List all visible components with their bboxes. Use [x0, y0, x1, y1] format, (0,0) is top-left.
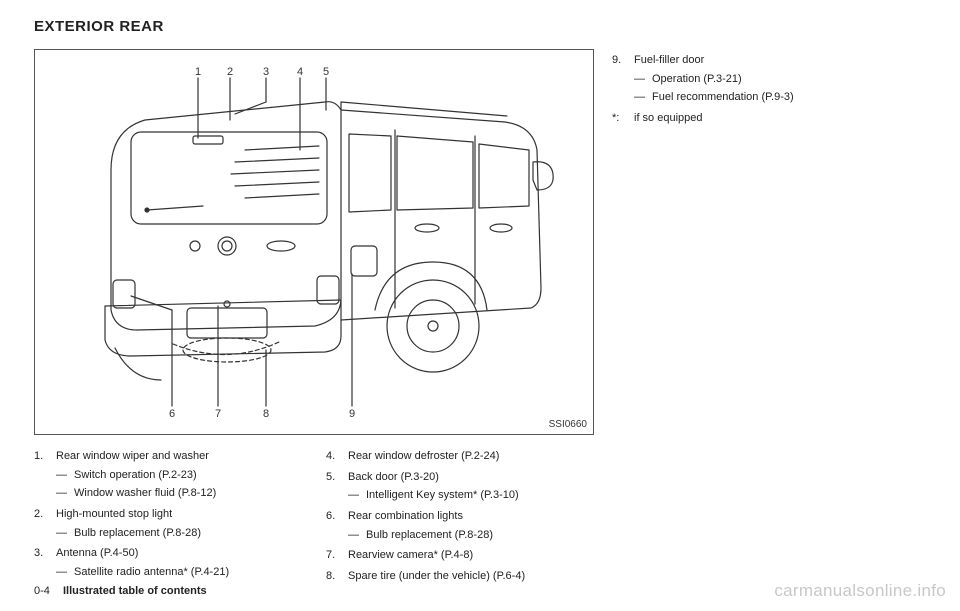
- left-column: 1 2 3 4 5 6 7 8 9: [34, 49, 594, 588]
- legend-title: Back door (P.3-20): [348, 468, 594, 487]
- legend-title: Spare tire (under the vehicle) (P.6-4): [348, 567, 594, 586]
- legend-number: 8.: [326, 567, 348, 586]
- legend-col-right: 4.Rear window defroster (P.2-24)5.Back d…: [326, 447, 594, 588]
- dash-icon: —: [56, 466, 74, 485]
- legend-subline: — Intelligent Key system* (P.3-10): [348, 486, 594, 505]
- legend-subline: — Window washer fluid (P.8-12): [56, 484, 302, 503]
- dash-icon: —: [634, 88, 652, 107]
- legend-title: Antenna (P.4-50): [56, 544, 302, 563]
- side-item: *:if so equipped: [612, 109, 912, 128]
- page-number: 0-4: [34, 585, 50, 597]
- dash-icon: —: [56, 484, 74, 503]
- side-subline: — Fuel recommendation (P.9-3): [634, 88, 912, 107]
- legend-subtext: Window washer fluid (P.8-12): [74, 484, 216, 503]
- dash-icon: —: [348, 486, 366, 505]
- legend-subtext: Intelligent Key system* (P.3-10): [366, 486, 519, 505]
- legend-number: 6.: [326, 507, 348, 544]
- legend-body: Rear window wiper and washer— Switch ope…: [56, 447, 302, 503]
- legend-subline: — Switch operation (P.2-23): [56, 466, 302, 485]
- legend-number: 3.: [34, 544, 56, 581]
- legend-number: 1.: [34, 447, 56, 503]
- side-title: Fuel-filler door: [634, 51, 912, 70]
- legend-body: Rearview camera* (P.4-8): [348, 546, 594, 565]
- legend-subline: — Bulb replacement (P.8-28): [56, 524, 302, 543]
- legend-number: 5.: [326, 468, 348, 505]
- legend-subline: — Bulb replacement (P.8-28): [348, 526, 594, 545]
- dash-icon: —: [634, 70, 652, 89]
- legend-title: Rear window wiper and washer: [56, 447, 302, 466]
- legend-subtext: Bulb replacement (P.8-28): [74, 524, 201, 543]
- page-heading: EXTERIOR REAR: [34, 18, 926, 35]
- legend-item: 4.Rear window defroster (P.2-24): [326, 447, 594, 466]
- side-subline: — Operation (P.3-21): [634, 70, 912, 89]
- legend-number: 2.: [34, 505, 56, 542]
- figure-code: SSI0660: [549, 419, 587, 430]
- legend-columns: 1.Rear window wiper and washer— Switch o…: [34, 447, 594, 588]
- legend-body: High-mounted stop light— Bulb replacemen…: [56, 505, 302, 542]
- legend-item: 6.Rear combination lights— Bulb replacem…: [326, 507, 594, 544]
- legend-body: Rear window defroster (P.2-24): [348, 447, 594, 466]
- legend-title: Rear combination lights: [348, 507, 594, 526]
- legend-item: 8.Spare tire (under the vehicle) (P.6-4): [326, 567, 594, 586]
- side-body: if so equipped: [634, 109, 912, 128]
- legend-item: 3.Antenna (P.4-50)— Satellite radio ante…: [34, 544, 302, 581]
- footer-title: Illustrated table of contents: [63, 585, 207, 597]
- dash-icon: —: [56, 563, 74, 582]
- side-item: 9.Fuel-filler door— Operation (P.3-21)— …: [612, 51, 912, 107]
- side-subtext: Fuel recommendation (P.9-3): [652, 88, 794, 107]
- legend-item: 7.Rearview camera* (P.4-8): [326, 546, 594, 565]
- legend-body: Back door (P.3-20)— Intelligent Key syst…: [348, 468, 594, 505]
- main-layout: 1 2 3 4 5 6 7 8 9: [34, 49, 926, 588]
- side-subtext: Operation (P.3-21): [652, 70, 742, 89]
- legend-body: Rear combination lights— Bulb replacemen…: [348, 507, 594, 544]
- vehicle-figure: 1 2 3 4 5 6 7 8 9: [34, 49, 594, 435]
- side-title: if so equipped: [634, 109, 912, 128]
- side-number: 9.: [612, 51, 634, 107]
- legend-subtext: Bulb replacement (P.8-28): [366, 526, 493, 545]
- dash-icon: —: [56, 524, 74, 543]
- watermark: carmanualsonline.info: [774, 581, 946, 601]
- legend-col-left: 1.Rear window wiper and washer— Switch o…: [34, 447, 302, 588]
- dash-icon: —: [348, 526, 366, 545]
- side-body: Fuel-filler door— Operation (P.3-21)— Fu…: [634, 51, 912, 107]
- vehicle-line-art: [35, 50, 595, 436]
- legend-subtext: Satellite radio antenna* (P.4-21): [74, 563, 229, 582]
- legend-subline: — Satellite radio antenna* (P.4-21): [56, 563, 302, 582]
- legend-body: Spare tire (under the vehicle) (P.6-4): [348, 567, 594, 586]
- legend-title: Rear window defroster (P.2-24): [348, 447, 594, 466]
- legend-body: Antenna (P.4-50)— Satellite radio antenn…: [56, 544, 302, 581]
- page-footer: 0-4 Illustrated table of contents: [34, 585, 207, 597]
- legend-number: 7.: [326, 546, 348, 565]
- legend-item: 2.High-mounted stop light— Bulb replacem…: [34, 505, 302, 542]
- legend-item: 5.Back door (P.3-20)— Intelligent Key sy…: [326, 468, 594, 505]
- legend-title: Rearview camera* (P.4-8): [348, 546, 594, 565]
- legend-item: 1.Rear window wiper and washer— Switch o…: [34, 447, 302, 503]
- legend-title: High-mounted stop light: [56, 505, 302, 524]
- legend-subtext: Switch operation (P.2-23): [74, 466, 197, 485]
- right-column: 9.Fuel-filler door— Operation (P.3-21)— …: [612, 49, 912, 588]
- side-number: *:: [612, 109, 634, 128]
- legend-number: 4.: [326, 447, 348, 466]
